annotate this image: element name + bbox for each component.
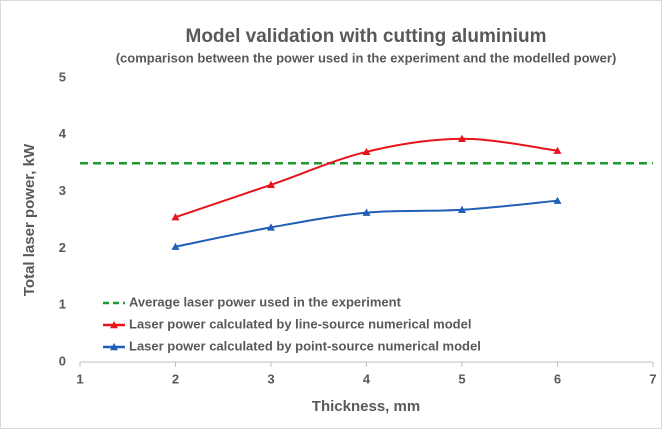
y-tick-label: 1	[59, 297, 66, 312]
chart-title: Model validation with cutting aluminium	[186, 26, 547, 47]
point-marker	[553, 196, 562, 204]
legend-label: Average laser power used in the experime…	[129, 294, 402, 309]
x-tick-label: 2	[172, 371, 179, 386]
point-marker	[362, 208, 371, 216]
legend-label: Laser power calculated by point-source n…	[129, 338, 481, 353]
point-marker	[267, 180, 275, 188]
legend-marker	[110, 321, 118, 329]
x-tick-label: 3	[267, 371, 274, 386]
y-tick-label: 0	[59, 353, 66, 368]
x-tick-label: 5	[458, 371, 465, 386]
point-marker	[553, 146, 562, 154]
point-marker	[362, 147, 371, 156]
y-tick-label: 3	[59, 183, 66, 198]
y-tick-label: 5	[59, 69, 66, 84]
point-marker	[171, 213, 180, 221]
legend-marker	[110, 343, 118, 351]
point-marker	[267, 223, 275, 231]
x-tick-label: 1	[76, 371, 83, 386]
y-tick-label: 2	[59, 240, 66, 255]
y-axis-label: Total laser power, kW	[21, 143, 38, 296]
x-tick-label: 4	[363, 371, 371, 386]
point-marker	[458, 205, 466, 213]
legend-label: Laser power calculated by line-source nu…	[129, 316, 471, 331]
x-tick-label: 6	[554, 371, 561, 386]
point-marker	[458, 134, 466, 142]
point-marker	[171, 242, 180, 250]
y-tick-label: 4	[59, 126, 67, 141]
chart-subtitle: (comparison between the power used in th…	[116, 50, 617, 65]
x-axis-label: Thickness, mm	[312, 398, 420, 415]
x-tick-label: 7	[649, 371, 656, 386]
